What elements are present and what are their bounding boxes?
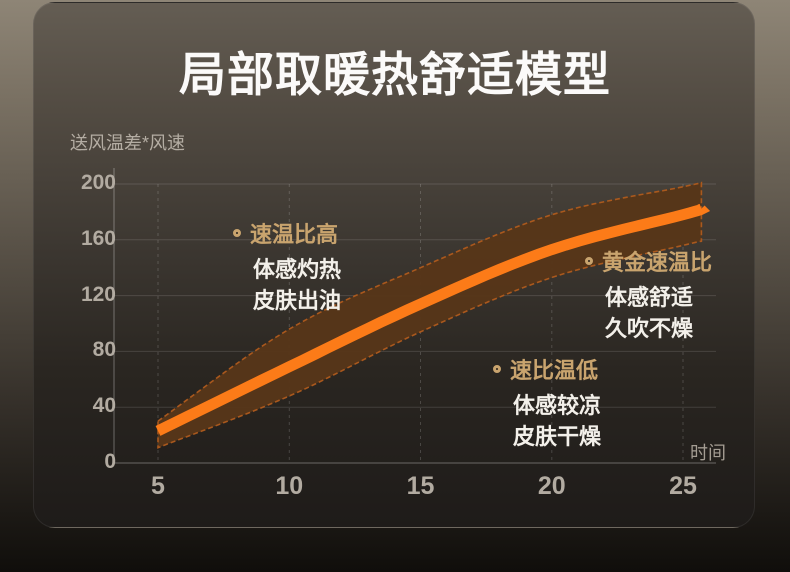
ring-bullet-icon	[493, 365, 501, 373]
annotation-low-ratio: 速比温低 体感较凉 皮肤干燥	[493, 353, 601, 452]
annotation-header: 速比温低	[493, 353, 601, 385]
y-tick-label: 80	[48, 338, 116, 362]
annotation-title: 黄金速温比	[602, 245, 712, 277]
y-tick-label: 200	[48, 171, 116, 195]
y-tick-label: 120	[48, 283, 116, 307]
annotation-line: 体感灼热	[253, 254, 341, 285]
annotation-text: 体感较凉 皮肤干燥	[513, 390, 601, 452]
annotation-line: 皮肤干燥	[513, 421, 601, 452]
ring-bullet-icon	[233, 229, 241, 237]
annotation-line: 皮肤出油	[253, 285, 341, 316]
annotation-title: 速温比高	[250, 217, 338, 249]
annotation-golden-ratio: 黄金速温比 体感舒适 久吹不燥	[585, 245, 712, 344]
page-background: 局部取暖热舒适模型 送风温差*风速 0 40 80 120 160 200 5 10 15 20…	[0, 0, 790, 572]
y-tick-label: 160	[48, 227, 116, 251]
x-tick-label: 10	[259, 472, 319, 501]
annotation-text: 体感灼热 皮肤出油	[253, 254, 341, 316]
annotation-high-ratio: 速温比高 体感灼热 皮肤出油	[233, 217, 341, 316]
y-tick-label: 40	[48, 394, 116, 418]
annotation-title: 速比温低	[510, 353, 598, 385]
ring-bullet-icon	[585, 257, 593, 265]
x-tick-label: 20	[522, 472, 582, 501]
annotation-header: 黄金速温比	[585, 245, 712, 277]
annotation-line: 体感舒适	[605, 282, 712, 313]
y-tick-label: 0	[48, 450, 116, 474]
annotation-header: 速温比高	[233, 217, 341, 249]
x-tick-label: 25	[653, 472, 713, 501]
page-title: 局部取暖热舒适模型	[0, 36, 790, 105]
annotation-line: 久吹不燥	[605, 313, 712, 344]
x-tick-label: 15	[391, 472, 451, 501]
x-axis-label: 时间	[690, 439, 726, 465]
x-tick-label: 5	[128, 472, 188, 501]
annotation-line: 体感较凉	[513, 390, 601, 421]
y-axis-label: 送风温差*风速	[70, 129, 185, 155]
annotation-text: 体感舒适 久吹不燥	[605, 282, 712, 344]
